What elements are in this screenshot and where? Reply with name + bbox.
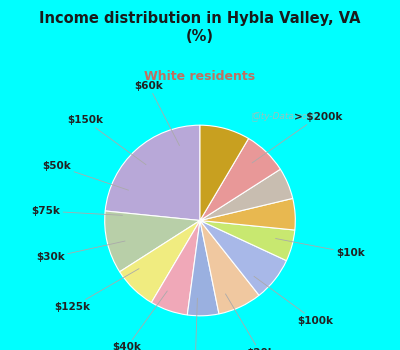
Text: ⦾: ⦾ <box>252 111 258 121</box>
Text: $100k: $100k <box>254 276 333 326</box>
Text: $60k: $60k <box>134 80 180 146</box>
Text: $75k: $75k <box>32 206 122 216</box>
Wedge shape <box>152 220 200 315</box>
Text: $200k: $200k <box>177 298 213 350</box>
Text: > $200k: > $200k <box>252 112 342 163</box>
Wedge shape <box>200 139 280 220</box>
Text: City-Data.com: City-Data.com <box>252 112 316 121</box>
Wedge shape <box>200 169 293 220</box>
Wedge shape <box>105 211 200 272</box>
Wedge shape <box>200 220 295 261</box>
Wedge shape <box>200 198 295 230</box>
Text: $10k: $10k <box>276 238 365 258</box>
Text: White residents: White residents <box>144 70 256 83</box>
Wedge shape <box>105 125 200 220</box>
Wedge shape <box>120 220 200 302</box>
Text: $20k: $20k <box>226 294 275 350</box>
Wedge shape <box>200 220 259 314</box>
Wedge shape <box>187 220 219 316</box>
Wedge shape <box>200 125 248 220</box>
Wedge shape <box>200 220 286 295</box>
Text: $125k: $125k <box>54 269 139 312</box>
Text: $50k: $50k <box>42 161 128 190</box>
Text: $30k: $30k <box>36 241 125 262</box>
Text: $150k: $150k <box>67 115 146 164</box>
Text: $40k: $40k <box>112 291 167 350</box>
Text: Income distribution in Hybla Valley, VA
(%): Income distribution in Hybla Valley, VA … <box>39 10 361 44</box>
